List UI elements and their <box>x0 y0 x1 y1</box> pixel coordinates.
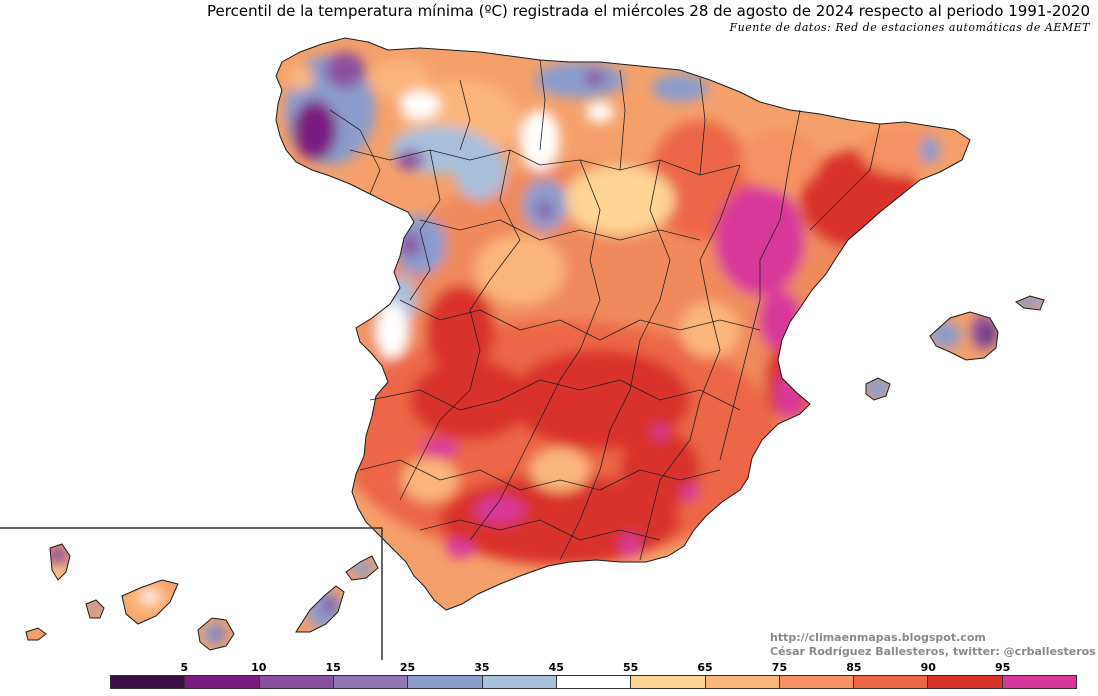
legend-tick-label: 15 <box>325 661 341 674</box>
legend-tick-label: 85 <box>846 661 862 674</box>
legend-bin <box>928 676 1003 688</box>
percentile-map <box>0 37 1045 660</box>
legend-bin <box>779 676 855 688</box>
legend-bin <box>408 676 483 688</box>
legend-colorbar <box>110 675 1077 689</box>
legend-tick-label: 10 <box>251 661 267 674</box>
map-title: Percentil de la temperatura mínima (ºC) … <box>207 2 1090 20</box>
legend-tick-label: 5 <box>180 661 189 674</box>
legend-bin <box>854 676 929 688</box>
legend-tick-label: 25 <box>399 661 416 674</box>
credit-url: http://climaenmapas.blogspot.com <box>770 631 986 644</box>
legend-bin <box>705 676 780 688</box>
credit-author: César Rodríguez Ballesteros, twitter: @c… <box>770 645 1096 658</box>
legend-tick-label: 75 <box>771 661 788 674</box>
legend-tick-label: 65 <box>697 661 713 674</box>
legend-bin <box>185 676 260 688</box>
legend-bin <box>482 676 557 688</box>
credit-block: http://climaenmapas.blogspot.com César R… <box>770 631 1096 659</box>
legend-tick-label: 90 <box>920 661 936 674</box>
canary-inset-frame <box>0 527 383 660</box>
legend-bin <box>259 676 334 688</box>
data-source-note: Fuente de datos: Red de estaciones autom… <box>729 21 1090 34</box>
legend-tick-label: 55 <box>623 661 639 674</box>
legend-bin <box>556 676 632 688</box>
legend-bin <box>111 676 186 688</box>
legend-tick-label: 35 <box>474 661 490 674</box>
legend-tick-label: 95 <box>994 661 1011 674</box>
legend-bin <box>1002 676 1077 688</box>
legend-bin <box>333 676 409 688</box>
legend-tick-label: 45 <box>548 661 564 674</box>
legend-bin <box>631 676 706 688</box>
